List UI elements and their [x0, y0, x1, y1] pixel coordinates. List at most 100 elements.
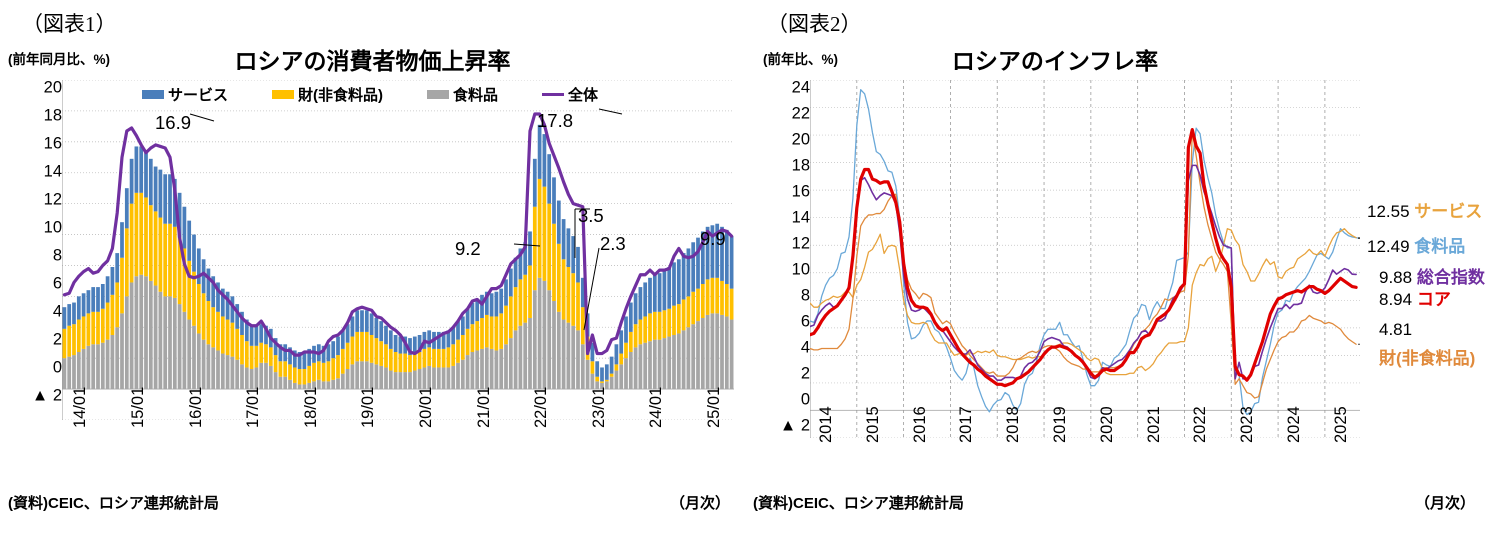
x-tick: 24/01 — [647, 386, 666, 428]
x-tick: 20/01 — [417, 386, 435, 428]
y-tick: 12 — [791, 234, 810, 253]
legend-item-food: 食料品 — [427, 84, 498, 105]
y-tick: 18 — [43, 106, 62, 125]
y-tick: 8 — [800, 286, 810, 305]
legend-item-total: 全体 — [542, 84, 598, 105]
x-tick: 16/01 — [186, 386, 205, 428]
y-tick: 16 — [791, 182, 810, 201]
legend-swatch-food-icon — [427, 90, 450, 99]
x-tick: 14/01 — [71, 386, 90, 428]
figure-2-freq-note: （月次） — [1415, 495, 1476, 512]
y-tick: 18 — [791, 156, 810, 175]
legend-label-services: サービス — [168, 87, 229, 104]
y-tick-negative: ▲ 2 — [31, 386, 62, 405]
right-label-services-value: 12.55 — [1367, 202, 1410, 221]
x-tick: 2024 — [1285, 406, 1304, 443]
x-tick: 25/01 — [705, 386, 723, 428]
x-tick: 17/01 — [244, 386, 263, 428]
figure-1-label: （図表1） — [22, 12, 117, 36]
figure-1-axis-unit: (前年同月比、%) — [8, 52, 110, 67]
x-tick: 15/01 — [129, 386, 147, 428]
x-tick: 2022 — [1191, 406, 1210, 443]
figure-1-y-axis: 20 18 16 14 12 10 8 6 4 2 0 ▲ 2 — [0, 0, 62, 547]
y-tick: 14 — [43, 162, 62, 181]
x-tick: 2016 — [910, 406, 929, 443]
figure-1-panel: （図表1） (前年同月比、%) ロシアの消費者物価上昇率 サービス 財(非食料品… — [0, 0, 734, 547]
right-label-core-value: 8.94 — [1379, 290, 1413, 309]
figure-2-plot — [810, 80, 1360, 438]
right-label-food-name: 食料品 — [1414, 237, 1466, 256]
figure-1-plot — [62, 80, 734, 420]
y-tick: 16 — [43, 134, 62, 153]
right-label-headline-value: 9.88 — [1379, 268, 1413, 287]
y-tick: 6 — [52, 274, 62, 293]
right-label-goods-value-row: 4.81 — [1379, 320, 1412, 340]
figure-2-source: (資料)CEIC、ロシア連邦統計局 — [753, 495, 964, 512]
annotation-2-3: 2.3 — [600, 233, 626, 254]
right-label-headline-name: 総合指数 — [1416, 268, 1485, 287]
x-tick: 21/01 — [474, 386, 493, 428]
x-tick: 18/01 — [301, 386, 320, 428]
y-tick: 4 — [52, 302, 62, 321]
x-tick: 2019 — [1051, 406, 1070, 443]
legend-swatch-total-icon — [542, 93, 565, 96]
y-tick: 20 — [43, 78, 62, 97]
figure-2-axis-unit: (前年比、%) — [763, 52, 838, 67]
x-tick: 2021 — [1144, 406, 1163, 443]
y-tick: 0 — [52, 358, 62, 377]
y-tick: 4 — [800, 338, 810, 357]
figure-2-label: （図表2） — [767, 12, 862, 36]
x-tick: 2017 — [957, 406, 976, 443]
legend-label-total: 全体 — [568, 87, 599, 104]
legend-item-goods: 財(非食料品) — [272, 84, 383, 105]
annotation-16-9: 16.9 — [155, 112, 192, 133]
right-label-goods-value: 4.81 — [1379, 320, 1413, 339]
y-tick: 8 — [52, 246, 62, 265]
figure-2-panel: （図表2） (前年比、%) ロシアのインフレ率 24 22 20 18 16 1… — [745, 0, 1490, 547]
legend-label-food: 食料品 — [453, 87, 499, 104]
right-label-food: 12.49 食料品 — [1367, 232, 1465, 257]
y-tick: 10 — [43, 218, 62, 237]
x-tick: 2020 — [1097, 406, 1116, 443]
y-tick: 0 — [800, 390, 810, 409]
y-tick: 20 — [791, 130, 810, 149]
y-tick: 2 — [52, 330, 62, 349]
y-tick: 22 — [791, 104, 810, 123]
y-tick: 14 — [791, 208, 810, 227]
y-tick: 24 — [791, 78, 810, 97]
figure-1-freq-note: （月次） — [670, 495, 731, 512]
x-tick: 22/01 — [532, 386, 551, 428]
right-label-food-value: 12.49 — [1367, 237, 1410, 256]
right-label-goods-name: 財(非食料品) — [1379, 349, 1476, 368]
y-tick: 10 — [791, 260, 810, 279]
y-tick-negative: ▲ 2 — [779, 416, 810, 435]
annotation-17-8: 17.8 — [537, 110, 574, 131]
right-label-core-name: コア — [1416, 290, 1451, 309]
annotation-9-2: 9.2 — [455, 238, 481, 259]
x-tick: 19/01 — [359, 386, 378, 428]
right-label-services-name: サービス — [1414, 202, 1483, 221]
x-tick: 23/01 — [589, 386, 608, 428]
figure-1-legend: サービス 財(非食料品) 食料品 全体 — [142, 84, 598, 105]
right-label-services: 12.55 サービス — [1367, 197, 1482, 222]
right-label-headline: 9.88 総合指数 — [1379, 263, 1485, 288]
figure-1-source: (資料)CEIC、ロシア連邦統計局 — [8, 495, 219, 512]
x-tick: 2015 — [863, 406, 882, 443]
legend-swatch-goods-icon — [272, 90, 295, 99]
annotation-9-9: 9.9 — [700, 228, 726, 249]
figure-2-title: ロシアのインフレ率 — [951, 48, 1159, 74]
legend-swatch-services-icon — [142, 90, 164, 99]
x-tick: 2018 — [1004, 406, 1023, 443]
x-tick: 2025 — [1331, 406, 1350, 443]
x-tick: 2014 — [817, 406, 835, 443]
y-tick: 6 — [800, 312, 810, 331]
legend-label-goods: 財(非食料品) — [298, 87, 384, 104]
figure-1-title: ロシアの消費者物価上昇率 — [234, 48, 511, 74]
annotation-3-5: 3.5 — [578, 205, 604, 226]
y-tick: 2 — [800, 364, 810, 383]
figure-2-y-axis: 24 22 20 18 16 14 12 10 8 6 4 2 0 ▲ 2 — [745, 0, 810, 547]
y-tick: 12 — [43, 190, 62, 209]
right-label-core: 8.94 コア — [1379, 285, 1451, 310]
x-tick: 2023 — [1238, 406, 1257, 443]
